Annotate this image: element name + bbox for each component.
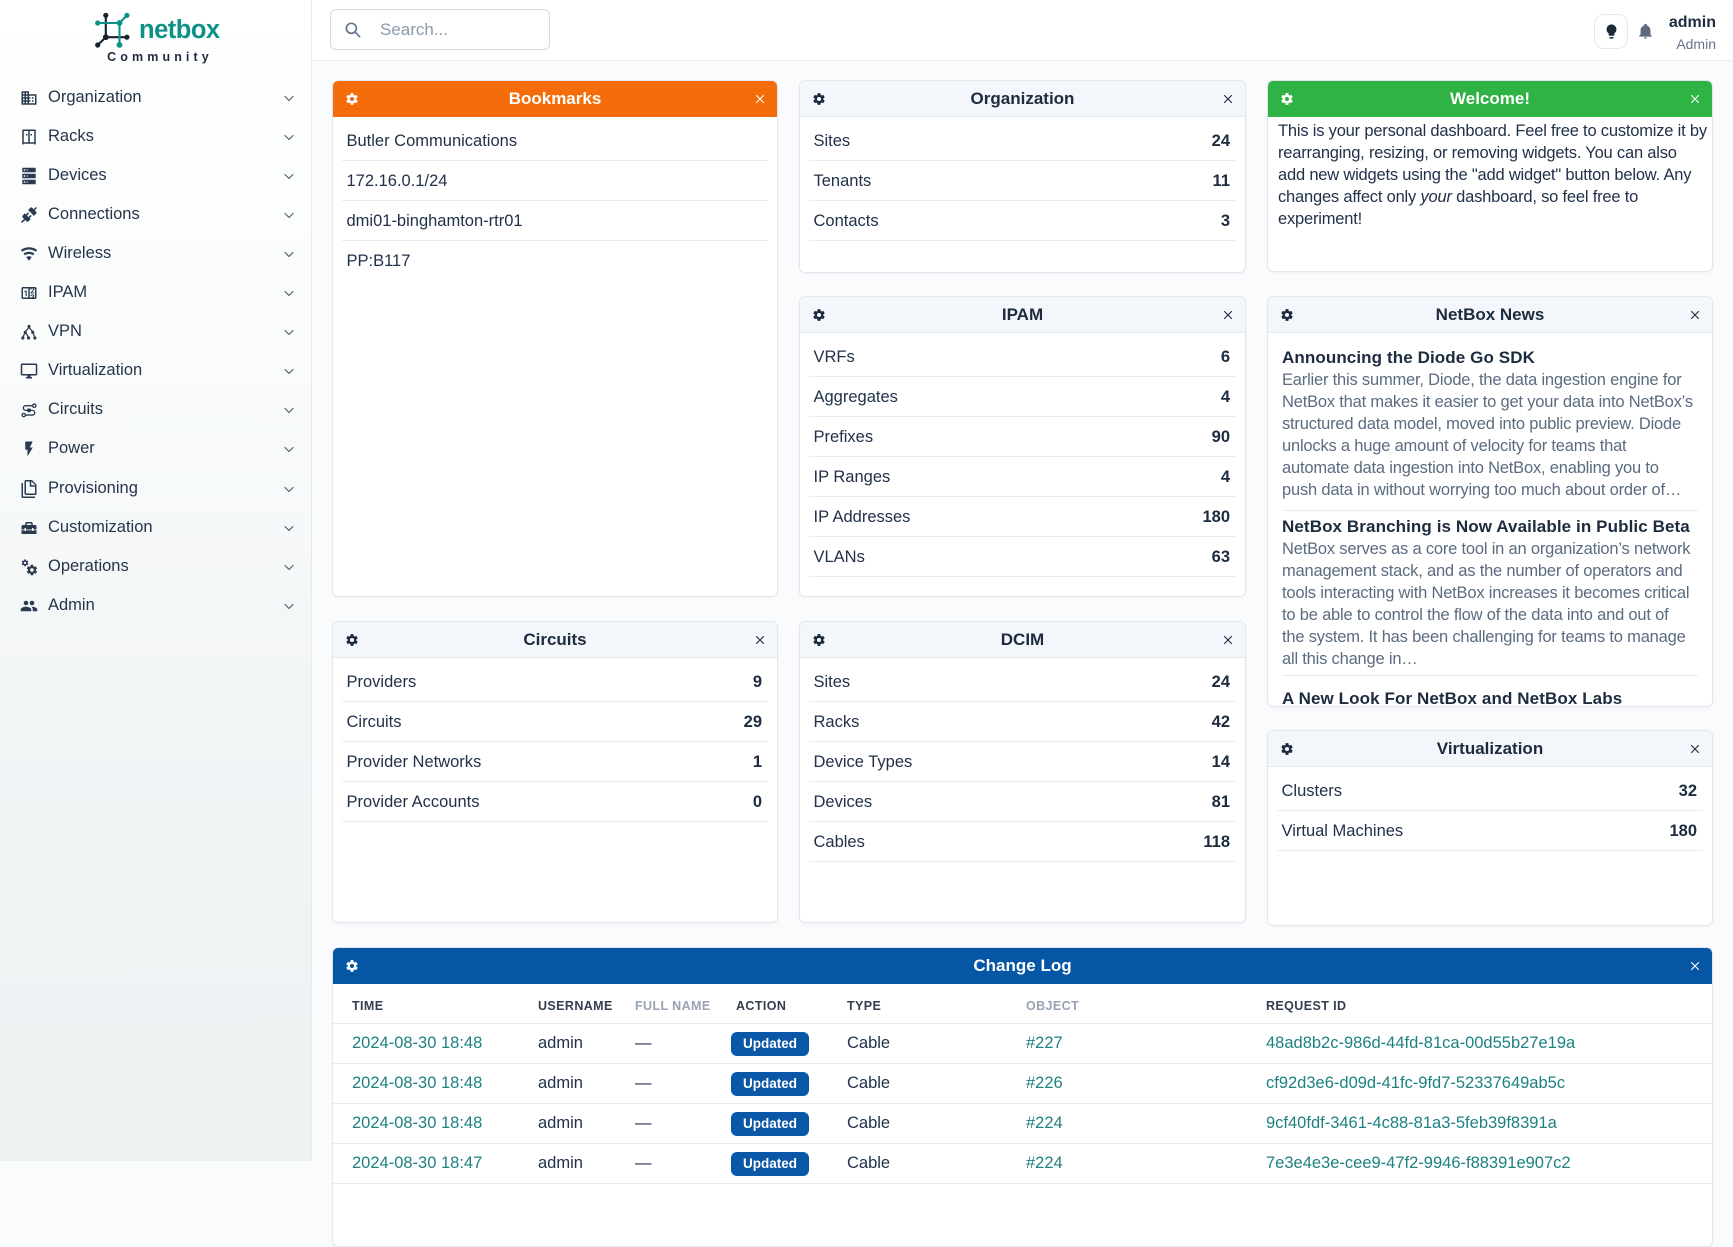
svg-text:netbox: netbox bbox=[139, 16, 220, 44]
